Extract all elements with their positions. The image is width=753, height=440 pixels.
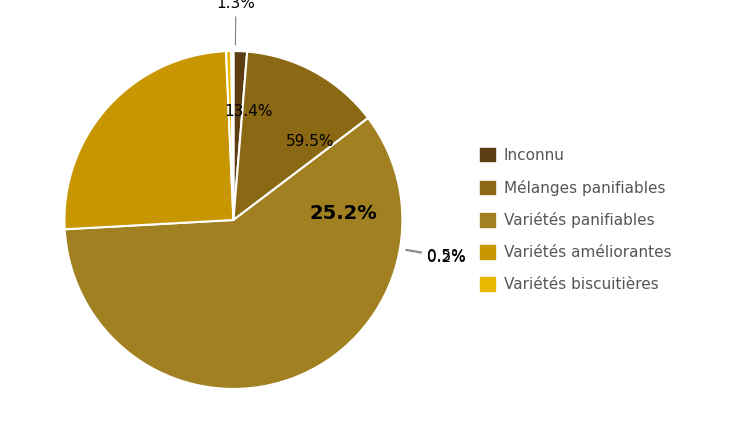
Text: 0.2%: 0.2% [406,250,466,265]
Legend: Inconnu, Mélanges panifiables, Variétés panifiables, Variétés améliorantes, Vari: Inconnu, Mélanges panifiables, Variétés … [474,142,678,298]
Wedge shape [226,51,233,220]
Wedge shape [65,118,402,389]
Wedge shape [231,51,233,220]
Text: 0.5%: 0.5% [406,249,466,264]
Text: 13.4%: 13.4% [224,104,273,119]
Text: 59.5%: 59.5% [286,134,334,149]
Wedge shape [233,51,247,220]
Text: 25.2%: 25.2% [309,204,377,224]
Text: 1.3%: 1.3% [216,0,255,45]
Wedge shape [233,51,368,220]
Wedge shape [65,51,233,229]
